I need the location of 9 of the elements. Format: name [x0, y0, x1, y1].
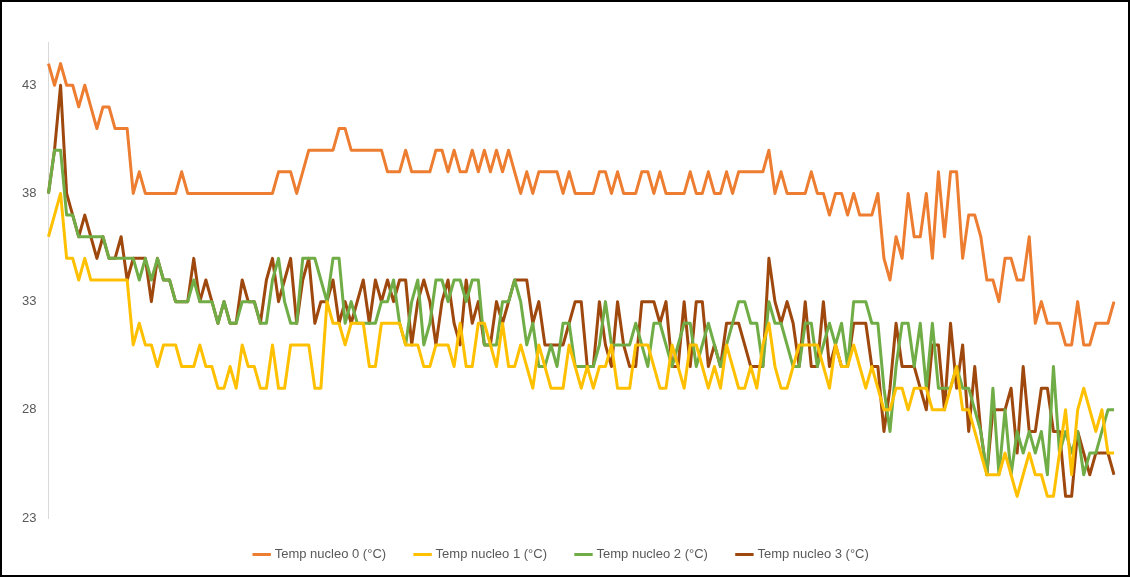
legend-label: Temp nucleo 0 (°C)	[274, 546, 387, 562]
y-tick-label: 43	[21, 76, 37, 92]
y-tick-label: 33	[21, 293, 37, 309]
legend-label: Temp nucleo 3 (°C)	[757, 546, 869, 562]
y-tick-label: 38	[21, 185, 37, 201]
y-tick-label: 28	[21, 401, 37, 417]
legend-label: Temp nucleo 2 (°C)	[596, 546, 708, 562]
y-tick-label: 23	[21, 509, 37, 525]
legend-label: Temp nucleo 1 (°C)	[435, 546, 548, 562]
